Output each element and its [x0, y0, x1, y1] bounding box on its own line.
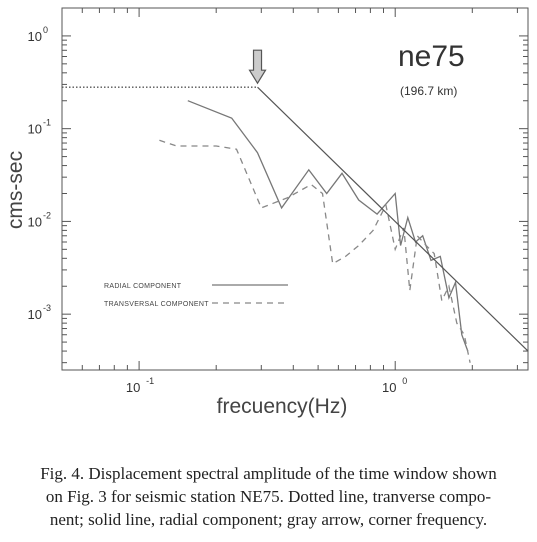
- transversal-component-line: [159, 139, 471, 363]
- model-layer: [62, 86, 529, 352]
- plot-border: [61, 7, 529, 371]
- y-axis-label: cms-sec: [4, 151, 27, 229]
- x-tick-exponent: -1: [146, 376, 154, 386]
- y-tick-label: 10: [28, 214, 42, 229]
- y-tick-label: 10: [28, 29, 42, 44]
- caption-line: on Fig. 3 for seismic station NE75. Dott…: [45, 487, 492, 506]
- caption-line: nent; solid line, radial component; gray…: [49, 510, 488, 529]
- y-tick-exponent: -3: [43, 303, 51, 313]
- y-tick-label: 10: [28, 307, 42, 322]
- distance-label: (196.7 km): [400, 84, 457, 98]
- y-tick-exponent: -1: [43, 118, 51, 128]
- legend-label: RADIAL COMPONENT: [104, 283, 182, 290]
- model-decay-line: [257, 86, 529, 352]
- y-tick-label: 10: [28, 122, 42, 137]
- x-tick-exponent: 0: [402, 376, 407, 386]
- corner-frequency-arrow-shape: [248, 49, 267, 85]
- y-tick-exponent: 0: [43, 25, 48, 35]
- x-axis-ticks: 10 -1 10 0: [61, 8, 518, 395]
- legend: RADIAL COMPONENT TRANSVERSAL COMPONENT: [104, 283, 288, 308]
- series-layer: [159, 100, 471, 363]
- caption-line: Fig. 4. Displacement spectral amplitude …: [40, 464, 497, 483]
- legend-label: TRANSVERSAL COMPONENT: [104, 301, 209, 308]
- radial-component-line: [187, 100, 469, 352]
- y-tick-exponent: -2: [43, 210, 51, 220]
- x-tick-label: 10: [126, 380, 140, 395]
- figure-caption: Fig. 4. Displacement spectral amplitude …: [0, 462, 537, 531]
- plot-frame: [61, 7, 529, 371]
- x-tick-label: 10: [382, 380, 396, 395]
- corner-frequency-arrow: [248, 49, 267, 85]
- x-axis-label: frecuency(Hz): [217, 395, 348, 418]
- station-label: ne75: [398, 40, 465, 73]
